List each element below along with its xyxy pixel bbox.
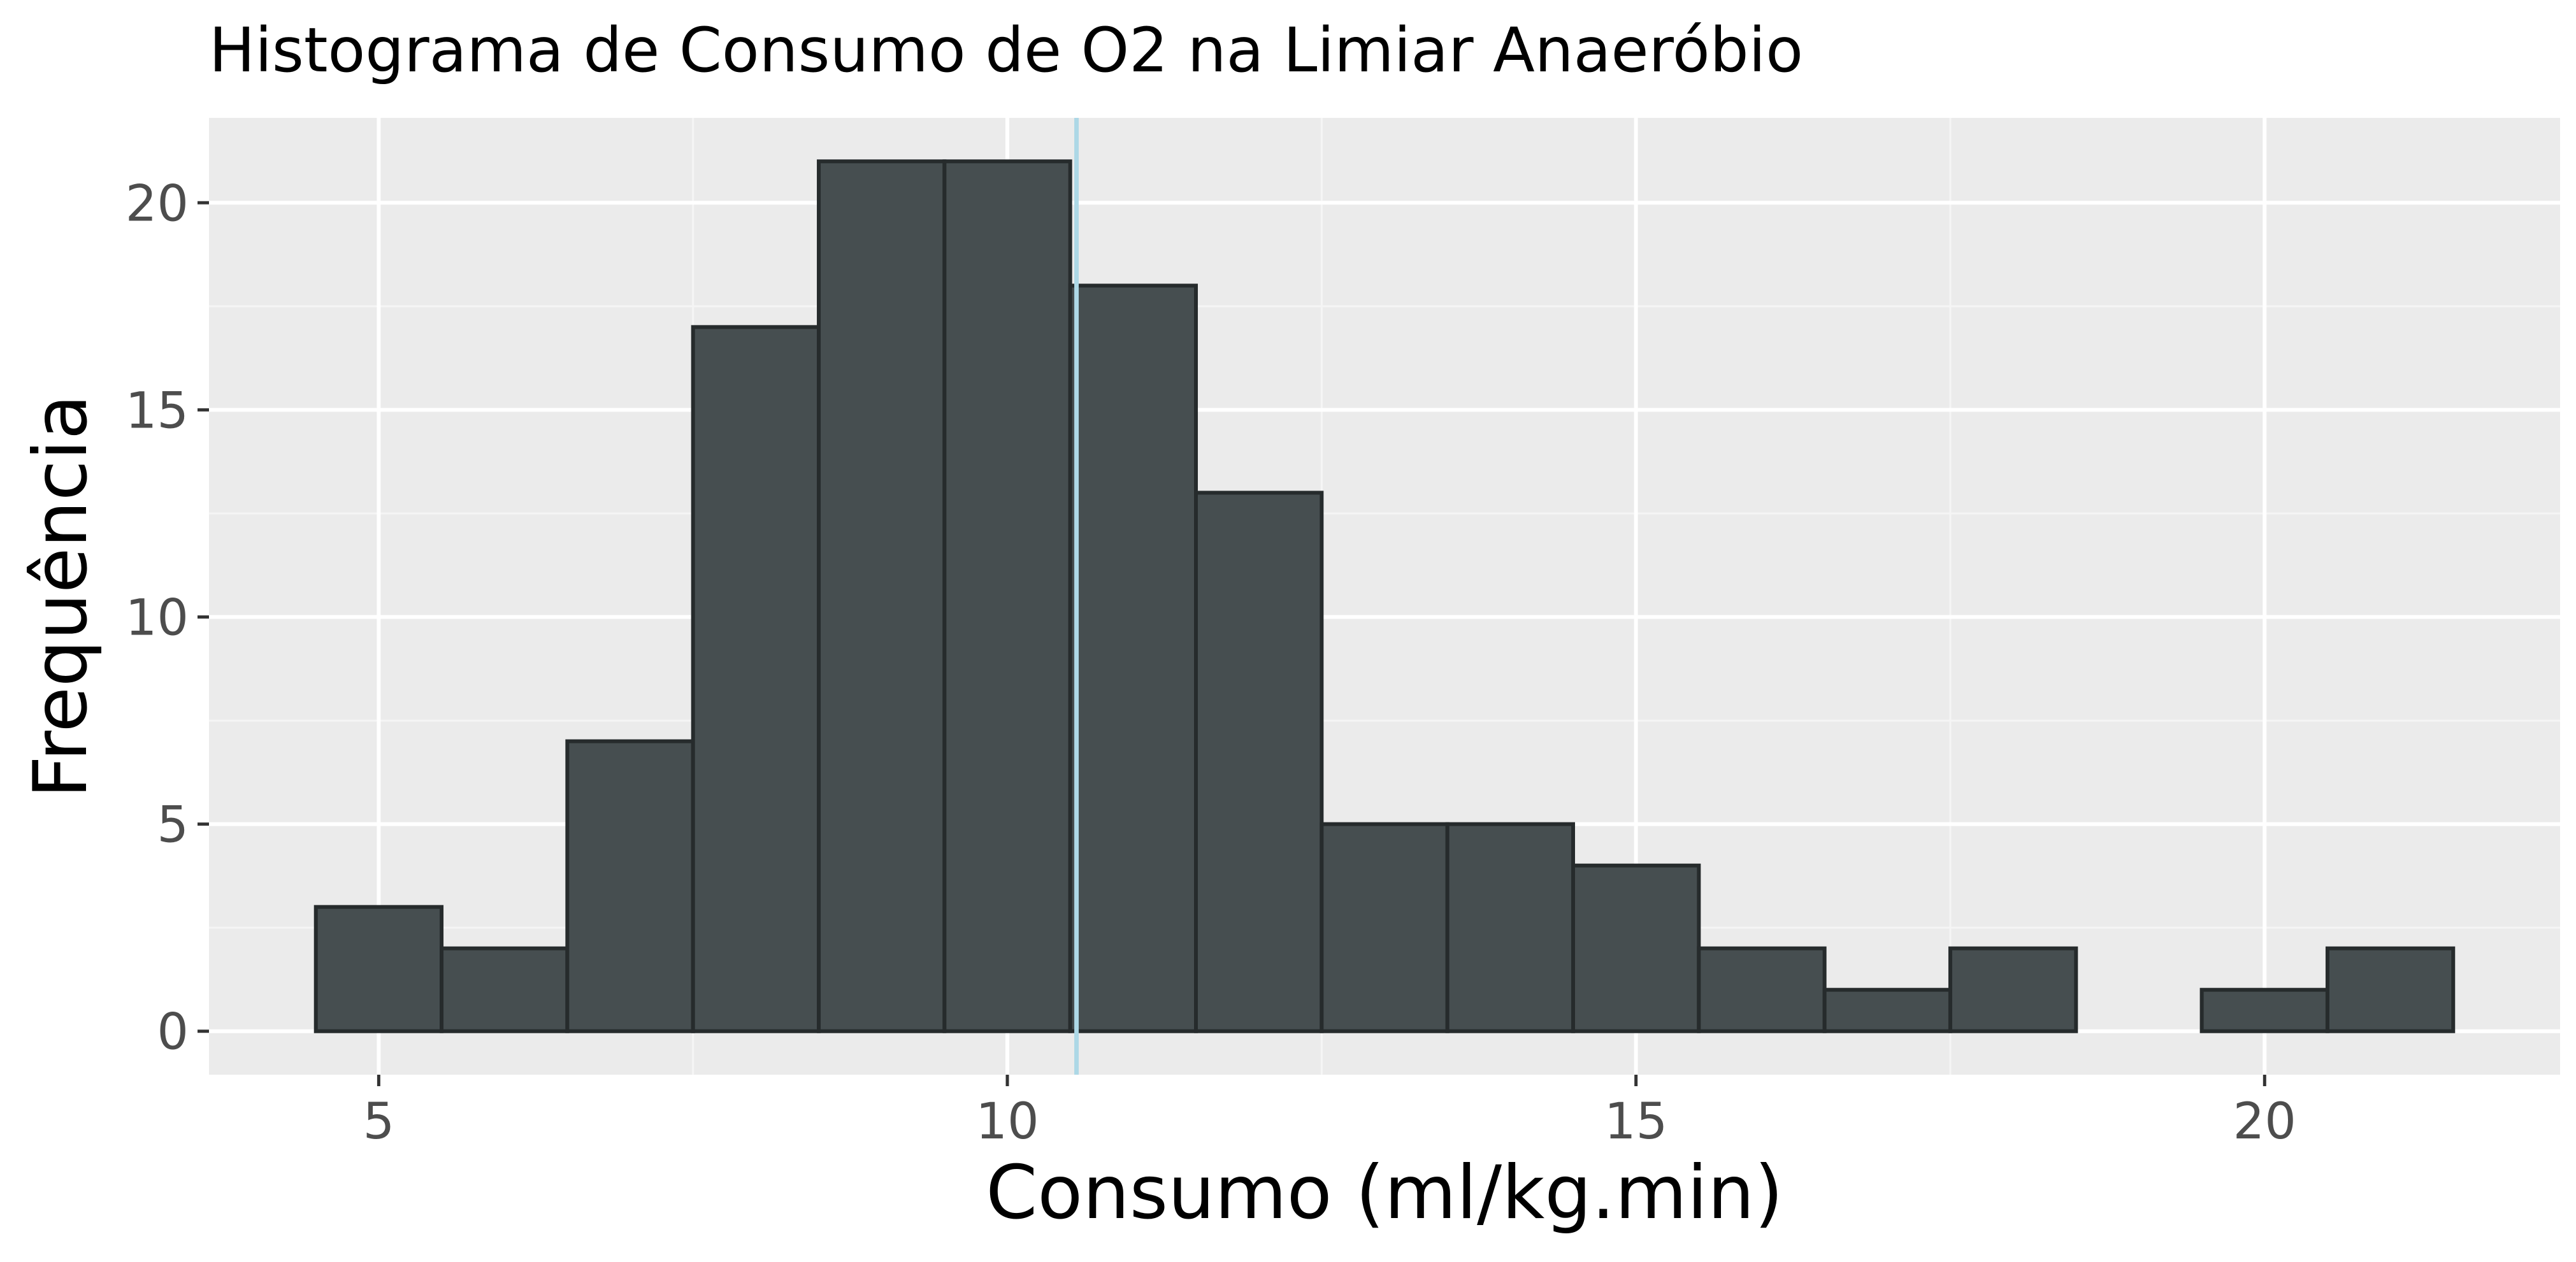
x-tick-label: 20 bbox=[2233, 1093, 2296, 1151]
x-tick-label: 10 bbox=[975, 1093, 1039, 1151]
histogram-bar bbox=[691, 325, 821, 1033]
histogram-bar bbox=[2325, 946, 2456, 1033]
histogram-bar bbox=[1194, 491, 1324, 1033]
histogram-bar bbox=[2199, 987, 2329, 1033]
x-tick-label: 15 bbox=[1604, 1093, 1667, 1151]
histogram-bar bbox=[1571, 863, 1701, 1033]
x-axis: 5 10 15 20 bbox=[363, 1075, 2296, 1151]
histogram-bar bbox=[942, 159, 1072, 1033]
histogram-bar bbox=[1068, 283, 1198, 1033]
histogram-bar bbox=[565, 739, 695, 1033]
x-axis-title: Consumo (ml/kg.min) bbox=[986, 1150, 1783, 1236]
y-tick-label: 10 bbox=[126, 590, 189, 647]
histogram-bar bbox=[1445, 822, 1575, 1033]
histogram-bar bbox=[440, 946, 570, 1033]
y-tick-label: 15 bbox=[126, 382, 189, 440]
histogram-bar bbox=[1948, 946, 2078, 1033]
histogram-bar bbox=[1822, 987, 1952, 1033]
y-tick-label: 5 bbox=[157, 797, 189, 854]
histogram-bars bbox=[313, 159, 2456, 1033]
chart-title: Histograma de Consumo de O2 na Limiar An… bbox=[209, 15, 1803, 86]
y-tick-label: 0 bbox=[157, 1004, 189, 1061]
y-axis: 0 5 10 15 20 bbox=[126, 175, 209, 1061]
histogram-bar bbox=[817, 159, 947, 1033]
histogram-bar bbox=[1697, 946, 1827, 1033]
x-tick-label: 5 bbox=[363, 1093, 395, 1151]
y-axis-title: Frequência bbox=[18, 394, 104, 798]
y-tick-label: 20 bbox=[126, 175, 189, 233]
histogram-bar bbox=[1320, 822, 1450, 1033]
histogram-bar bbox=[313, 905, 444, 1033]
